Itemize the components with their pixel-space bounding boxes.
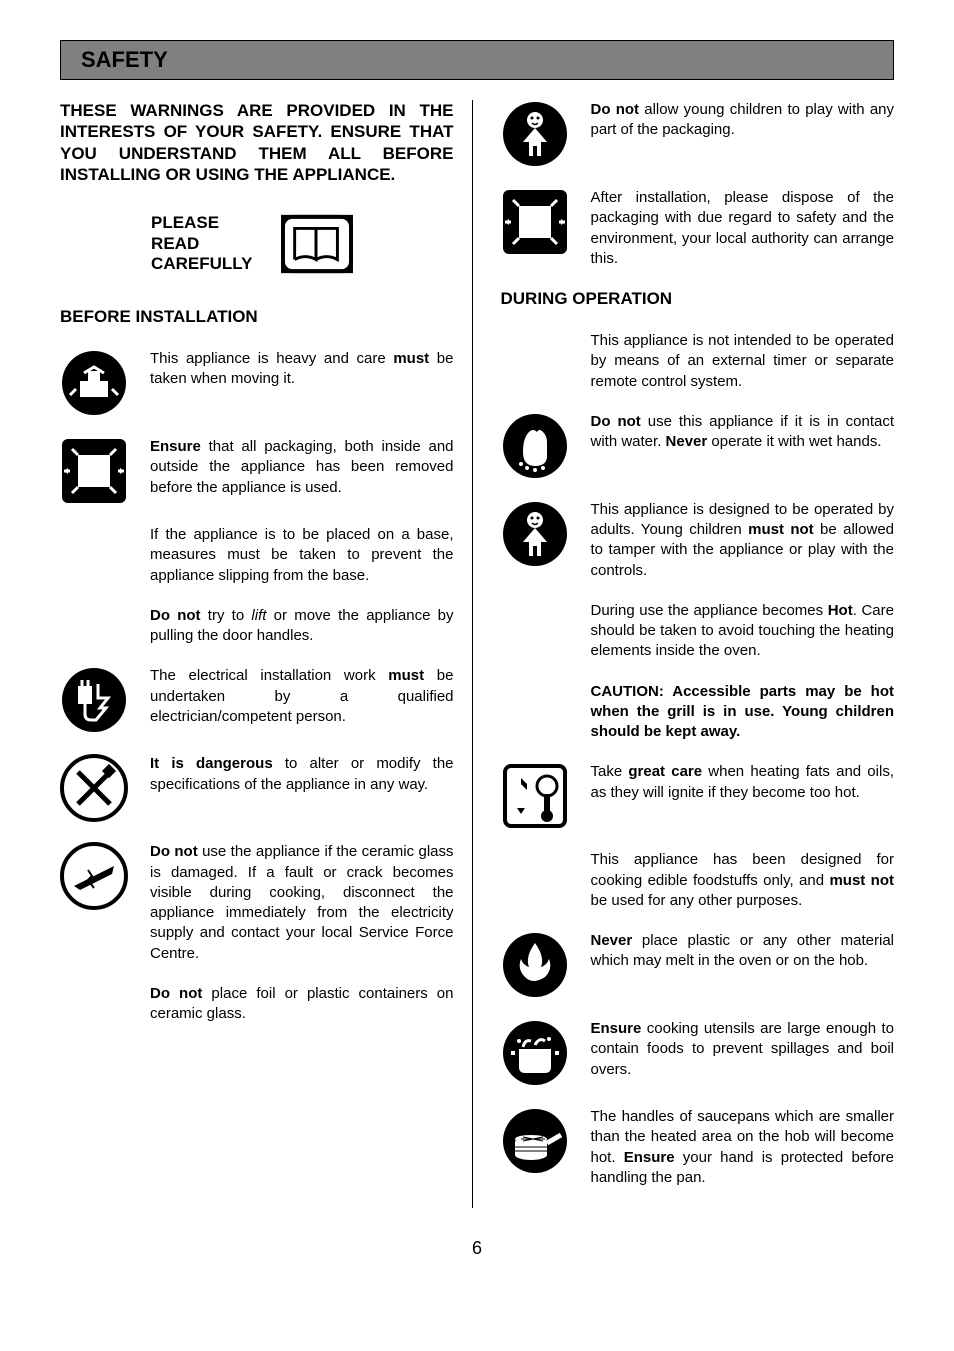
safety-item: If the appliance is to be placed on a ba… bbox=[60, 525, 454, 586]
fire-icon bbox=[501, 931, 573, 999]
safety-text: Do not place foil or plastic containers … bbox=[150, 984, 454, 1025]
page-title: SAFETY bbox=[81, 47, 873, 73]
safety-text: Take great care when heating fats and oi… bbox=[591, 762, 895, 803]
heavy-appliance-icon bbox=[60, 349, 132, 417]
safety-text: Ensure that all packaging, both inside a… bbox=[150, 437, 454, 498]
no-icon bbox=[60, 525, 132, 526]
safety-text: The handles of saucepans which are small… bbox=[591, 1107, 895, 1188]
no-icon bbox=[60, 984, 132, 985]
safety-item: After installation, please dispose of th… bbox=[501, 188, 895, 269]
packaging-icon bbox=[60, 437, 132, 505]
electrical-plug-icon bbox=[60, 666, 132, 734]
safety-text: Ensure cooking utensils are large enough… bbox=[591, 1019, 895, 1080]
no-icon bbox=[501, 682, 573, 683]
read-carefully-label: PLEASEREADCAREFULLY bbox=[151, 213, 252, 274]
safety-item: Ensure cooking utensils are large enough… bbox=[501, 1019, 895, 1087]
wet-hands-icon bbox=[501, 412, 573, 480]
safety-text: Do not use this appliance if it is in co… bbox=[591, 412, 895, 453]
page-number: 6 bbox=[60, 1238, 894, 1259]
safety-item: CAUTION: Accessible parts may be hot whe… bbox=[501, 682, 895, 743]
column-left: THESE WARNINGS ARE PROVIDED IN THE INTER… bbox=[60, 100, 473, 1208]
safety-text: After installation, please dispose of th… bbox=[591, 188, 895, 269]
safety-item: Do not allow young children to play with… bbox=[501, 100, 895, 168]
safety-item: The electrical installation work must be… bbox=[60, 666, 454, 734]
safety-text: During use the appliance becomes Hot. Ca… bbox=[591, 601, 895, 662]
section-header-bar: SAFETY bbox=[60, 40, 894, 80]
hot-temperature-icon bbox=[501, 762, 573, 830]
content-columns: THESE WARNINGS ARE PROVIDED IN THE INTER… bbox=[60, 100, 894, 1208]
safety-text: This appliance is heavy and care must be… bbox=[150, 349, 454, 390]
safety-text: This appliance has been designed for coo… bbox=[591, 850, 895, 911]
no-icon bbox=[501, 850, 573, 851]
safety-item: It is dangerous to alter or modify the s… bbox=[60, 754, 454, 822]
pot-boilover-icon bbox=[501, 1019, 573, 1087]
safety-item: This appliance is heavy and care must be… bbox=[60, 349, 454, 417]
heading-before-installation: BEFORE INSTALLATION bbox=[60, 307, 454, 327]
heading-during-operation: DURING OPERATION bbox=[501, 289, 895, 309]
child-safety-icon bbox=[501, 100, 573, 168]
safety-item: Ensure that all packaging, both inside a… bbox=[60, 437, 454, 505]
column-right: Do not allow young children to play with… bbox=[473, 100, 895, 1208]
child-safety-icon bbox=[501, 500, 573, 568]
cracked-glass-icon bbox=[60, 842, 132, 910]
safety-text: It is dangerous to alter or modify the s… bbox=[150, 754, 454, 795]
safety-text: This appliance is not intended to be ope… bbox=[591, 331, 895, 392]
book-icon bbox=[272, 209, 362, 279]
safety-item: Never place plastic or any other materia… bbox=[501, 931, 895, 999]
safety-item: This appliance is not intended to be ope… bbox=[501, 331, 895, 392]
safety-text: This appliance is designed to be operate… bbox=[591, 500, 895, 581]
no-icon bbox=[501, 601, 573, 602]
pot-handle-icon bbox=[501, 1107, 573, 1175]
safety-item: Do not use the appliance if the ceramic … bbox=[60, 842, 454, 964]
safety-item: The handles of saucepans which are small… bbox=[501, 1107, 895, 1188]
no-icon bbox=[501, 331, 573, 332]
safety-text: Do not allow young children to play with… bbox=[591, 100, 895, 141]
safety-item: This appliance has been designed for coo… bbox=[501, 850, 895, 911]
safety-text: Do not use the appliance if the ceramic … bbox=[150, 842, 454, 964]
safety-text: Do not try to lift or move the appliance… bbox=[150, 606, 454, 647]
safety-item: Do not place foil or plastic containers … bbox=[60, 984, 454, 1025]
safety-item: Do not use this appliance if it is in co… bbox=[501, 412, 895, 480]
safety-item: Take great care when heating fats and oi… bbox=[501, 762, 895, 830]
safety-item: Do not try to lift or move the appliance… bbox=[60, 606, 454, 647]
safety-item: This appliance is designed to be operate… bbox=[501, 500, 895, 581]
no-modify-tools-icon bbox=[60, 754, 132, 822]
safety-text: CAUTION: Accessible parts may be hot whe… bbox=[591, 682, 895, 743]
safety-text: If the appliance is to be placed on a ba… bbox=[150, 525, 454, 586]
safety-text: Never place plastic or any other materia… bbox=[591, 931, 895, 972]
safety-text: The electrical installation work must be… bbox=[150, 666, 454, 727]
intro-warning: THESE WARNINGS ARE PROVIDED IN THE INTER… bbox=[60, 100, 454, 185]
page: SAFETY THESE WARNINGS ARE PROVIDED IN TH… bbox=[0, 0, 954, 1289]
packaging-dispose-icon bbox=[501, 188, 573, 256]
no-icon bbox=[60, 606, 132, 607]
safety-item: During use the appliance becomes Hot. Ca… bbox=[501, 601, 895, 662]
read-carefully-row: PLEASEREADCAREFULLY bbox=[60, 209, 454, 279]
